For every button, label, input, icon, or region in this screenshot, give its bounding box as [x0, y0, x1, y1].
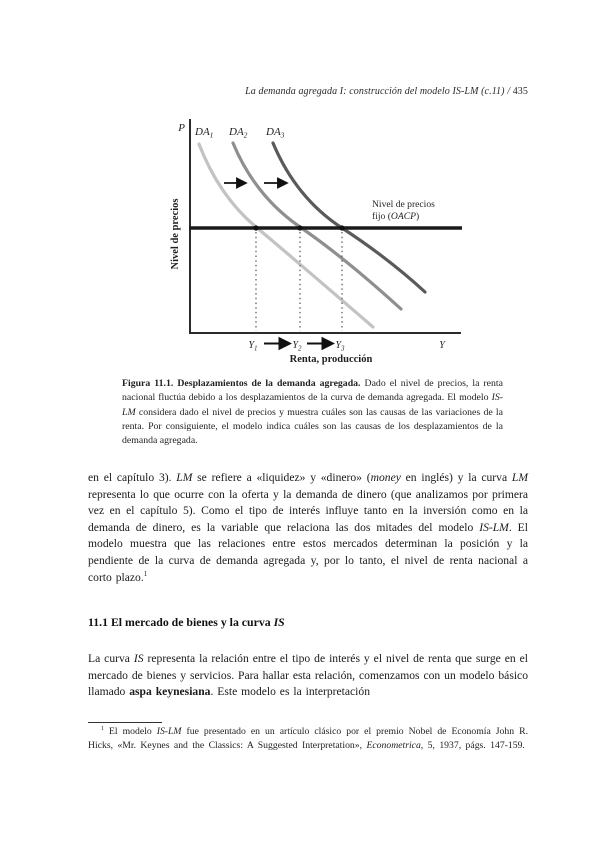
section-heading: 11.1 El mercado de bienes y la curva IS: [88, 615, 285, 629]
x-axis-end-label: Y: [439, 340, 446, 351]
footnote-separator: [88, 722, 162, 723]
intersection-dot-1: [253, 225, 259, 231]
running-header-title: La demanda agregada I: construcción del …: [245, 86, 505, 97]
footnote-text: 1 El modelo IS-LM fue presentado en un a…: [88, 725, 528, 752]
running-header-separator: /: [504, 86, 513, 97]
da3-label: DA3: [265, 126, 285, 140]
x-tick-y3: Y3: [335, 340, 345, 353]
da2-label: DA2: [228, 126, 248, 140]
running-header: La demanda agregada I: construcción del …: [245, 86, 528, 97]
x-axis-title: Renta, producción: [290, 354, 373, 365]
fixed-price-annotation-line1: Nivel de precios: [372, 199, 435, 210]
intersection-dot-3: [339, 225, 345, 231]
intersection-dot-2: [297, 225, 303, 231]
da1-label: DA1: [194, 126, 213, 140]
fixed-price-annotation-line2: fijo (OACP): [372, 211, 419, 222]
figure-aggregate-demand-plot: P DA1 DA2 DA3 Nivel de precios fijo (OAC…: [170, 119, 462, 365]
y-axis-title: Nivel de precios: [170, 199, 181, 270]
x-tick-y2: Y2: [292, 340, 302, 353]
page-number: 435: [512, 86, 528, 97]
x-tick-y1: Y1: [248, 340, 257, 353]
body-paragraph-2: La curva IS representa la relación entre…: [88, 652, 528, 699]
da2-curve: [231, 141, 403, 311]
body-paragraph-1: en el capítulo 3). LM se refiere a «liqu…: [88, 471, 528, 584]
figure-caption: Figura 11.1. Desplazamientos de la deman…: [122, 378, 503, 447]
plot-axes: [189, 119, 461, 334]
p-axis-label: P: [177, 122, 185, 134]
